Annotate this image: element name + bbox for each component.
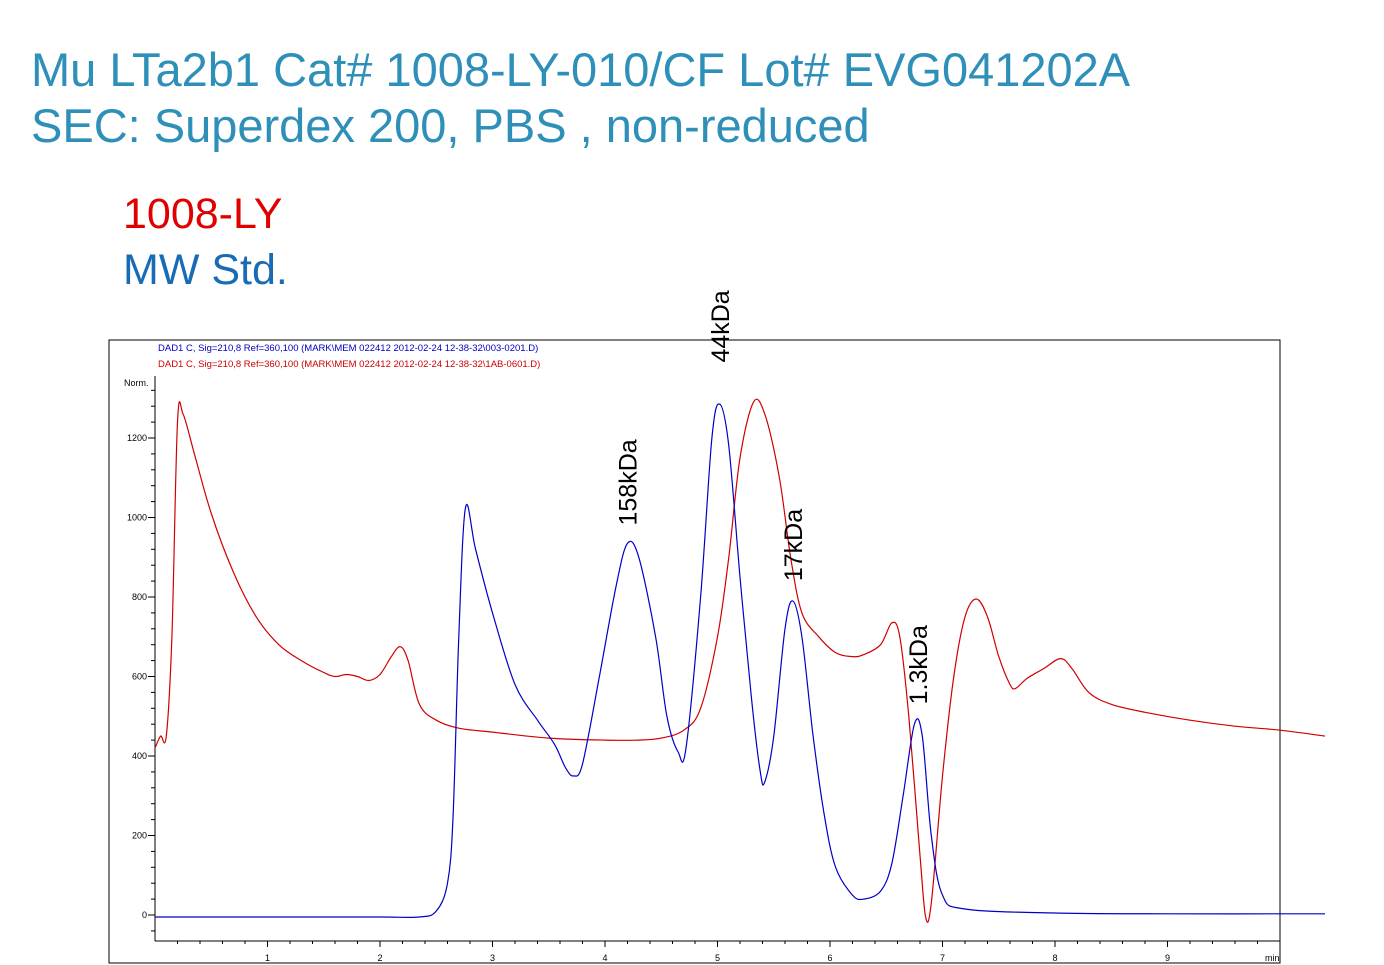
- signal-label-blue: DAD1 C, Sig=210,8 Ref=360,100 (MARK\MEM …: [158, 343, 538, 354]
- y-tick-label: 400: [132, 751, 147, 761]
- y-tick-label: 1200: [127, 433, 147, 443]
- y-tick-label: 200: [132, 831, 147, 841]
- x-tick-label: 2: [377, 953, 382, 963]
- x-tick-label: 1: [265, 953, 270, 963]
- mw-annotation-158kda: 158kDa: [614, 439, 642, 525]
- x-tick-label: 5: [715, 953, 720, 963]
- y-tick-label: 0: [142, 910, 147, 920]
- x-tick-label: 3: [490, 953, 495, 963]
- y-axis-title: Norm.: [124, 378, 149, 388]
- signal-label-red: DAD1 C, Sig=210,8 Ref=360,100 (MARK\MEM …: [158, 359, 540, 370]
- y-tick-label: 800: [132, 592, 147, 602]
- x-tick-label: 7: [940, 953, 945, 963]
- mw-annotation-17kda: 17kDa: [780, 509, 808, 581]
- series-line-mw-std: [155, 403, 1326, 919]
- y-tick-label: 600: [132, 672, 147, 682]
- x-tick-label: 6: [827, 953, 832, 963]
- chart-title-line-2: SEC: Superdex 200, PBS , non-reduced: [31, 99, 870, 152]
- x-axis-unit-label: min: [1265, 953, 1280, 963]
- x-tick-label: 8: [1052, 953, 1057, 963]
- chart-title-line-1: Mu LTa2b1 Cat# 1008-LY-010/CF Lot# EVG04…: [31, 43, 1131, 96]
- mw-annotation-1-3kda: 1.3kDa: [905, 625, 933, 704]
- plot-frame: [108, 339, 1281, 964]
- legend-entry-1008-ly: 1008-LY: [123, 190, 283, 238]
- y-tick-label: 1000: [127, 513, 147, 523]
- series-line-1008-ly: [154, 398, 1326, 923]
- mw-annotation-44kda: 44kDa: [707, 290, 735, 362]
- x-tick-label: 4: [602, 953, 607, 963]
- x-tick-label: 9: [1165, 953, 1170, 963]
- legend-entry-mw-std: MW Std.: [123, 246, 288, 294]
